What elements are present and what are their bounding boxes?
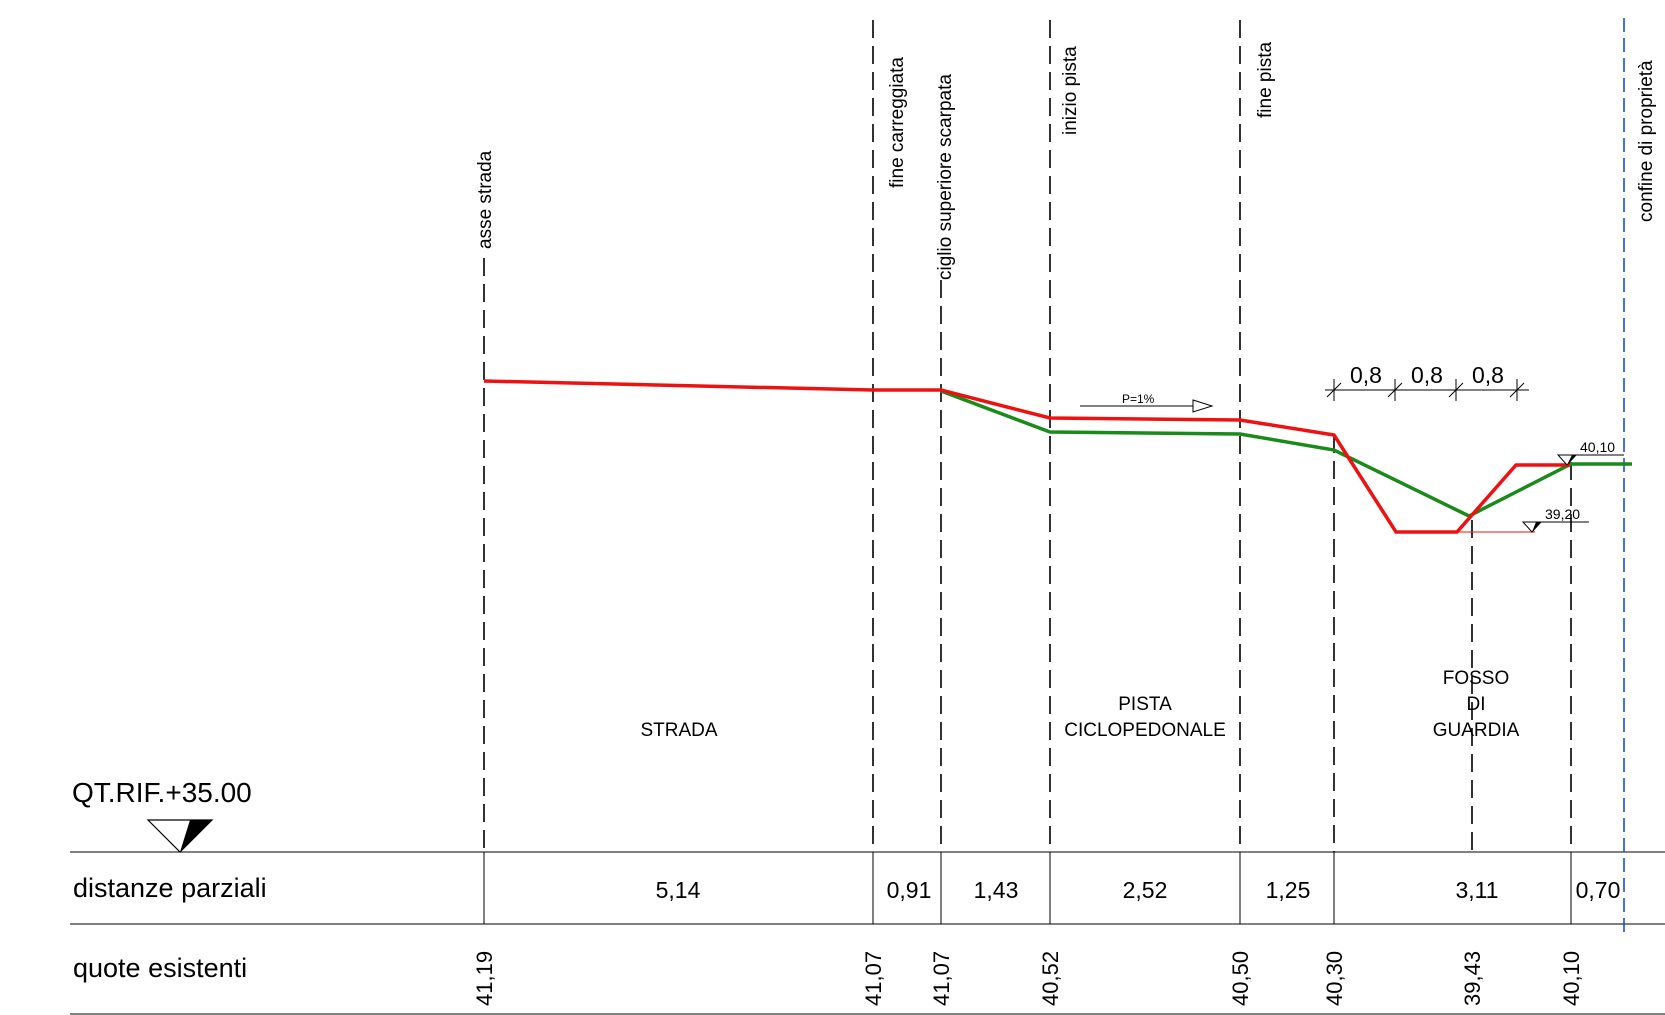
vertical-label-asse-strada: asse strada [475, 150, 496, 249]
level-marker-top-label: 40,10 [1580, 439, 1615, 455]
existing-level-4: 40,52 [1038, 951, 1063, 1006]
existing-level-5: 40,50 [1228, 951, 1253, 1006]
existing-ground-profile [940, 389, 1632, 518]
level-marker-bottom [1521, 521, 1589, 533]
zone-label-fosso-3: GUARDIA [1433, 720, 1520, 741]
zone-label-strada: STRADA [640, 720, 717, 741]
reference-level-label: QT.RIF.+35.00 [72, 777, 252, 808]
table-grid [70, 851, 1665, 1015]
station-lines [483, 20, 1572, 924]
vertical-label-inizio-pista: inizio pista [1060, 46, 1081, 135]
existing-level-2: 41,07 [861, 951, 886, 1006]
partial-distance-2: 0,91 [887, 877, 932, 903]
zone-label-pista-2: CICLOPEDONALE [1064, 720, 1226, 741]
ditch-dimension-3: 0,8 [1472, 362, 1504, 388]
zone-label-fosso-1: FOSSO [1443, 668, 1510, 689]
reference-level-symbol [146, 819, 214, 853]
project-profile [483, 379, 1570, 534]
vertical-label-confine: confine di proprietà [1636, 60, 1657, 222]
slope-arrow [1080, 399, 1214, 413]
slope-label: P=1% [1122, 392, 1155, 406]
vertical-label-ciglio: ciglio superiore scarpata [935, 74, 956, 280]
partial-distance-7: 0,70 [1576, 877, 1621, 903]
partial-distance-5: 1,25 [1266, 877, 1311, 903]
zone-label-fosso-2: DI [1467, 694, 1486, 715]
partial-distance-4: 2,52 [1123, 877, 1168, 903]
row-title-partial-distances: distanze parziali [73, 873, 267, 903]
ditch-dimension-line [1325, 379, 1529, 401]
partial-distance-6: 3,11 [1455, 877, 1498, 903]
ditch-dimension-2: 0,8 [1411, 362, 1443, 388]
row-title-existing-levels: quote esistenti [73, 953, 247, 983]
partial-distance-3: 1,43 [974, 877, 1019, 903]
zone-label-pista-1: PISTA [1118, 694, 1172, 715]
level-marker-bottom-label: 39,20 [1545, 506, 1580, 522]
existing-level-7: 39,43 [1460, 951, 1485, 1006]
vertical-label-fine-carreggiata: fine carreggiata [887, 57, 908, 188]
existing-level-8: 40,10 [1559, 951, 1584, 1006]
level-marker-top [1556, 454, 1624, 466]
vertical-label-fine-pista: fine pista [1255, 42, 1276, 118]
ditch-dimension-1: 0,8 [1350, 362, 1382, 388]
partial-distance-1: 5,14 [656, 877, 701, 903]
existing-level-6: 40,30 [1322, 951, 1347, 1006]
existing-level-1: 41,19 [472, 951, 497, 1006]
existing-level-3: 41,07 [929, 951, 954, 1006]
